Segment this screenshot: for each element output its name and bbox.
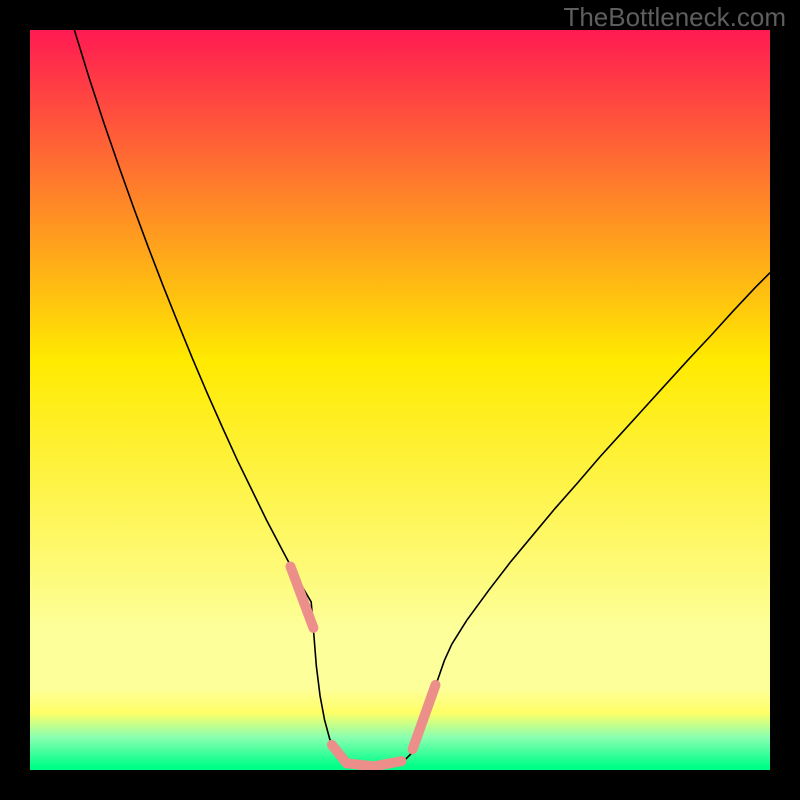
watermark-text: TheBottleneck.com — [563, 2, 786, 33]
chart-svg — [30, 30, 770, 770]
chart-container: TheBottleneck.com — [0, 0, 800, 800]
gradient-background — [30, 30, 770, 770]
plot-area — [30, 30, 770, 770]
